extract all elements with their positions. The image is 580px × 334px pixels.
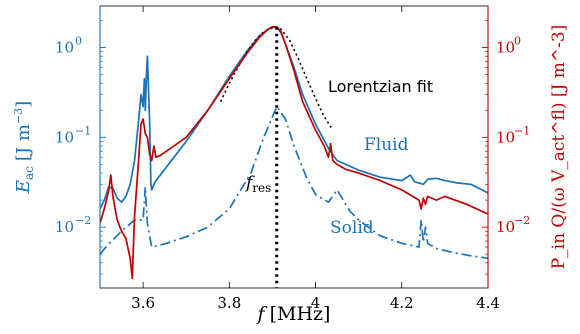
y-right-tick-label-1: 10 (496, 128, 515, 146)
y-left-unit-exp: −3 (12, 108, 25, 124)
y-left-tick-exp-1: −1 (75, 124, 91, 137)
x-tick-label-3: 4.2 (390, 294, 414, 312)
x-axis-symbol: f (256, 303, 268, 325)
y-left-unit: [J m (13, 124, 34, 161)
y-left-label-text: Eac [J m−3] (12, 101, 36, 194)
fluid-label: Fluid (364, 135, 409, 155)
y-axis-left-label: Eac [J m−3] (12, 101, 36, 194)
x-tick-label-2: 4 (311, 294, 321, 312)
plot-frame (99, 5, 489, 289)
y-left-subscript: ac (22, 166, 36, 180)
x-axis-unit: [MHz] (270, 303, 331, 325)
y-right-tick-exp-1: −1 (514, 124, 530, 137)
y-right-tick-exp-0: −2 (514, 214, 530, 227)
x-axis-label: f [MHz] (256, 303, 331, 325)
x-tick-label-4: 4.4 (476, 294, 500, 312)
solid-label: Solid (330, 218, 374, 238)
y-right-tick-label-0: 10 (496, 218, 515, 236)
lorentzian-fit-label: Lorentzian fit (328, 77, 433, 96)
y-left-tick-label-2: 10 (55, 39, 74, 57)
x-tick-label-1: 3.8 (217, 294, 241, 312)
y-right-tick-exp-2: 0 (514, 35, 521, 48)
series-line-0 (100, 26, 488, 210)
fres-subscript: res (252, 181, 271, 195)
y-left-symbol: E (13, 180, 34, 194)
y-left-tick-label-1: 10 (55, 128, 74, 146)
series-layer (100, 25, 488, 288)
fres-symbol: f (244, 173, 255, 193)
y-left-tick-exp-0: −2 (75, 214, 91, 227)
y-axis-right-label: P_in Q/(ω V_act^fl) [J m^-3] (549, 25, 569, 270)
y-left-tick-exp-2: 0 (75, 35, 82, 48)
y-left-tick-label-0: 10 (55, 218, 74, 236)
series-line-1 (100, 105, 488, 260)
x-tick-label-0: 3.6 (131, 294, 155, 312)
y-left-unit-close: ] (13, 101, 34, 108)
fres-label: fres (244, 173, 271, 195)
y-right-tick-label-2: 10 (496, 39, 515, 57)
y-right-label-text: P_in Q/(ω V_act^fl) [J m^-3] (549, 25, 569, 270)
series-line-3 (100, 25, 488, 280)
